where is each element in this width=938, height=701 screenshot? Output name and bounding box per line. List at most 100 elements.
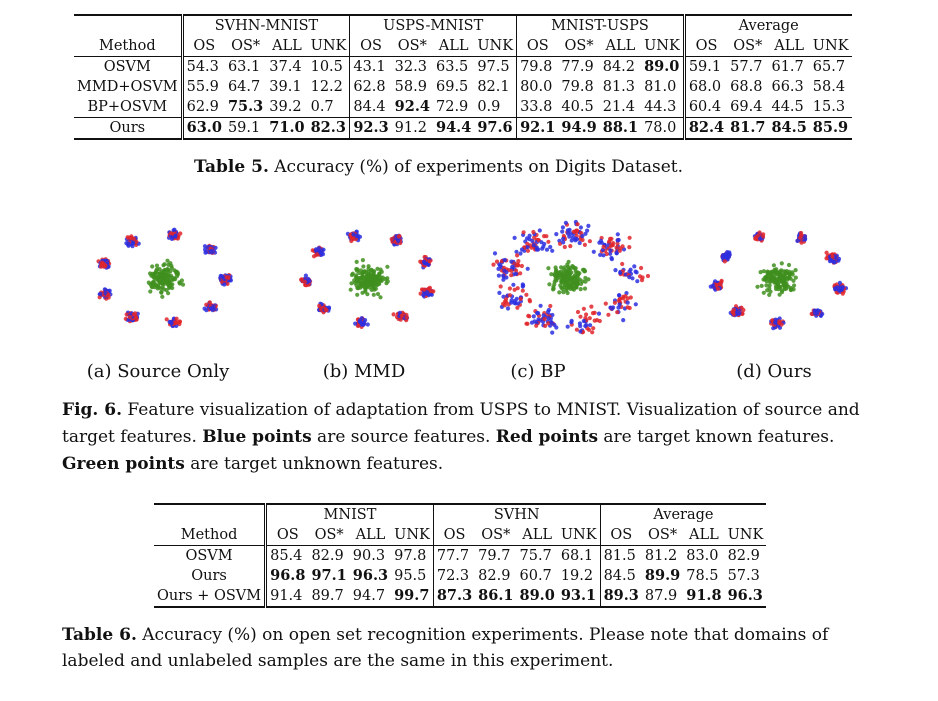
- feature-point: [525, 236, 530, 241]
- feature-point: [625, 300, 630, 305]
- feature-point: [389, 237, 394, 242]
- feature-point: [615, 241, 620, 246]
- feature-point: [824, 256, 829, 261]
- feature-point: [569, 238, 574, 243]
- feature-point: [148, 282, 153, 287]
- feature-point: [391, 312, 396, 317]
- feature-point: [360, 275, 365, 281]
- feature-point: [515, 253, 520, 258]
- feature-point: [179, 278, 184, 283]
- feature-point: [546, 239, 551, 244]
- feature-point: [645, 273, 651, 279]
- value-cell: 58.9: [394, 79, 427, 95]
- value-cell: 85.4: [264, 545, 309, 566]
- feature-point: [164, 317, 169, 322]
- feature-point: [160, 271, 165, 276]
- figure-6-caption: Fig. 6. Feature visualization of adaptat…: [62, 397, 888, 478]
- feature-point: [398, 317, 403, 322]
- feature-point: [784, 275, 789, 280]
- feature-point: [580, 234, 585, 239]
- feature-point: [361, 284, 366, 289]
- feature-point: [101, 262, 106, 267]
- feature-point: [361, 264, 366, 269]
- feature-point: [353, 280, 358, 285]
- value-cell: 84.2: [602, 59, 636, 75]
- feature-point: [373, 286, 378, 291]
- feature-point: [527, 297, 532, 303]
- feature-point: [210, 250, 215, 255]
- feature-point: [213, 245, 218, 250]
- feature-point: [781, 279, 786, 284]
- feature-point: [771, 269, 776, 274]
- feature-point: [571, 229, 576, 234]
- feature-point: [582, 242, 587, 247]
- feature-point: [531, 229, 536, 235]
- feature-point: [614, 245, 619, 250]
- value-cell: 79.8: [561, 79, 594, 95]
- feature-point: [596, 311, 602, 316]
- value-cell: 75.7: [519, 548, 552, 564]
- feature-point: [512, 300, 517, 305]
- feature-point: [427, 259, 432, 264]
- feature-point: [768, 289, 773, 294]
- tsne-bp-plot: [491, 219, 651, 335]
- value-cell: 81.3: [602, 79, 636, 95]
- feature-point: [755, 284, 760, 289]
- feature-point: [514, 249, 519, 254]
- feature-point: [614, 251, 619, 256]
- feature-point: [553, 265, 558, 270]
- feature-point: [569, 275, 574, 280]
- feature-point: [127, 314, 132, 320]
- feature-point: [360, 272, 365, 277]
- column-header: OS*: [648, 527, 678, 543]
- column-header: ALL: [689, 527, 719, 543]
- feature-point: [169, 236, 174, 241]
- feature-point: [497, 290, 502, 295]
- table-6-caption-text: Accuracy (%) on open set recognition exp…: [62, 625, 829, 671]
- feature-point: [584, 312, 589, 317]
- feature-point: [353, 321, 358, 326]
- feature-point: [514, 296, 519, 301]
- feature-point: [525, 266, 530, 271]
- feature-point: [548, 244, 553, 250]
- feature-point: [354, 234, 359, 239]
- feature-point: [520, 288, 525, 293]
- column-header: UNK: [477, 38, 514, 54]
- figure-6-panels: [96, 219, 849, 335]
- feature-point: [610, 306, 615, 311]
- feature-point: [177, 281, 182, 286]
- table-row: MMD+OSVM 55.9 64.7 39.1 12.2 62.8 58.9 69.5 82.1…: [74, 77, 852, 97]
- feature-point: [546, 316, 551, 321]
- feature-point: [311, 254, 317, 259]
- feature-point: [509, 273, 514, 278]
- feature-point: [601, 253, 606, 258]
- feature-point: [580, 237, 585, 243]
- column-header: OS: [599, 525, 642, 546]
- feature-point: [161, 287, 167, 292]
- feature-point: [174, 274, 180, 279]
- feature-point: [623, 294, 628, 299]
- method-header: Method: [180, 527, 238, 543]
- feature-point: [370, 283, 375, 288]
- value-cell: 60.4: [682, 97, 728, 118]
- tsne-source-only-plot: [96, 227, 233, 329]
- feature-point: [365, 322, 370, 327]
- feature-point: [354, 275, 359, 280]
- column-header: UNK: [812, 38, 849, 54]
- feature-point: [769, 275, 774, 280]
- feature-point: [509, 259, 514, 264]
- value-cell: 63.1: [227, 59, 261, 75]
- feature-point: [161, 263, 166, 268]
- feature-point: [597, 240, 602, 245]
- value-cell: 95.5: [394, 568, 427, 584]
- value-cell: 84.4: [349, 97, 392, 118]
- feature-point: [515, 301, 520, 306]
- value-cell: 60.7: [519, 568, 552, 584]
- feature-point: [583, 275, 588, 281]
- feature-point: [166, 281, 172, 286]
- value-cell: 96.8: [264, 566, 309, 586]
- value-cell: 86.1: [478, 587, 514, 604]
- feature-point: [568, 284, 573, 289]
- column-header: UNK: [310, 38, 347, 54]
- feature-point: [155, 286, 160, 291]
